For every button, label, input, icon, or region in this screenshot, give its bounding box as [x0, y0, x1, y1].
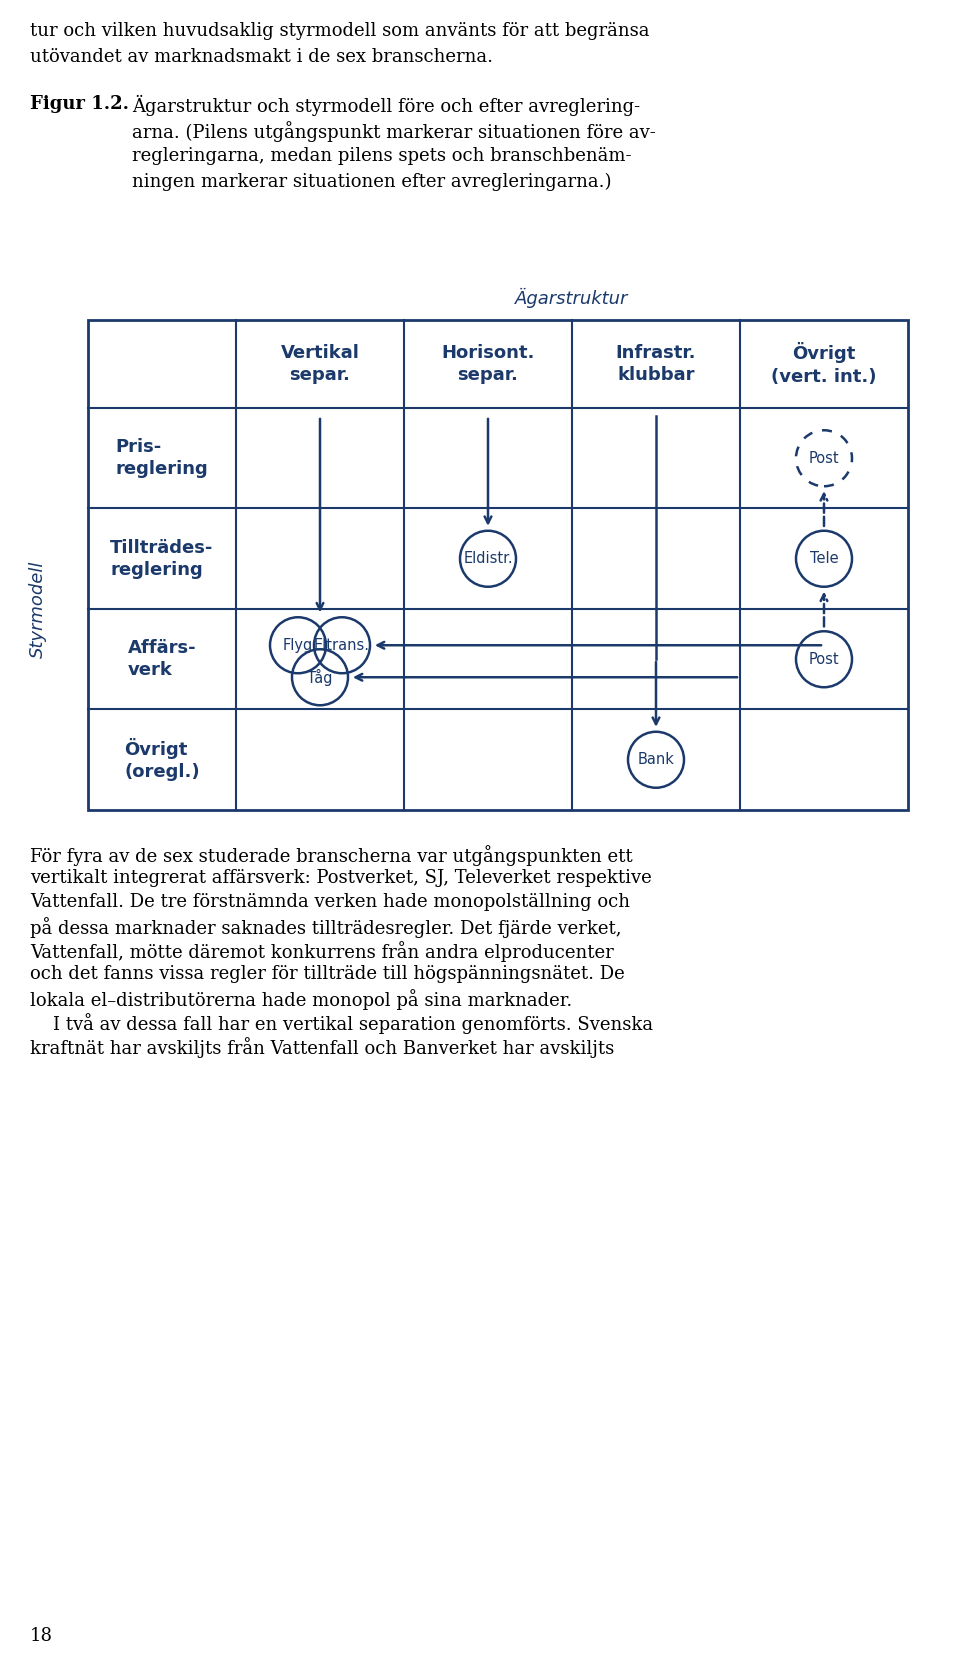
Text: Ägarstruktur: Ägarstruktur — [516, 289, 629, 309]
Text: Vattenfall. De tre förstnämnda verken hade monopolställning och: Vattenfall. De tre förstnämnda verken ha… — [30, 893, 630, 911]
Text: Tåg: Tåg — [307, 669, 333, 686]
Text: Flyg: Flyg — [283, 638, 313, 653]
Text: och det fanns vissa regler för tillträde till högspänningsnätet. De: och det fanns vissa regler för tillträde… — [30, 965, 625, 983]
Text: Ägarstruktur och styrmodell före och efter avreglering-: Ägarstruktur och styrmodell före och eft… — [132, 95, 640, 117]
Text: Infrastr.
klubbar: Infrastr. klubbar — [615, 344, 696, 384]
Text: För fyra av de sex studerade branscherna var utgångspunkten ett: För fyra av de sex studerade branscherna… — [30, 845, 633, 866]
Text: 18: 18 — [30, 1627, 53, 1646]
Text: regleringarna, medan pilens spets och branschbenäm-: regleringarna, medan pilens spets och br… — [132, 147, 632, 165]
Text: Eltrans.: Eltrans. — [314, 638, 370, 653]
Text: Vattenfall, mötte däremot konkurrens från andra elproducenter: Vattenfall, mötte däremot konkurrens frå… — [30, 941, 613, 961]
Text: I två av dessa fall har en vertikal separation genomförts. Svenska: I två av dessa fall har en vertikal sepa… — [30, 1013, 653, 1035]
Text: lokala el–distributörerna hade monopol på sina marknader.: lokala el–distributörerna hade monopol p… — [30, 990, 572, 1010]
Text: Övrigt
(vert. int.): Övrigt (vert. int.) — [771, 342, 876, 386]
Bar — [88, 320, 908, 809]
Text: Tillträdes-
reglering: Tillträdes- reglering — [110, 539, 214, 579]
Text: Övrigt
(oregl.): Övrigt (oregl.) — [124, 738, 200, 781]
Text: Post: Post — [808, 653, 839, 666]
Text: Pris-
reglering: Pris- reglering — [115, 439, 208, 479]
Text: Styrmodell: Styrmodell — [29, 561, 47, 658]
Text: Horisont.
separ.: Horisont. separ. — [442, 344, 535, 384]
Text: Affärs-
verk: Affärs- verk — [128, 639, 196, 679]
Text: Tele: Tele — [809, 551, 838, 566]
Text: utövandet av marknadsmakt i de sex branscherna.: utövandet av marknadsmakt i de sex brans… — [30, 48, 493, 67]
Text: på dessa marknader saknades tillträdesregler. Det fjärde verket,: på dessa marknader saknades tillträdesre… — [30, 916, 621, 938]
Text: kraftnät har avskiljts från Vattenfall och Banverket har avskiljts: kraftnät har avskiljts från Vattenfall o… — [30, 1036, 614, 1058]
Text: ningen markerar situationen efter avregleringarna.): ningen markerar situationen efter avregl… — [132, 174, 612, 192]
Text: Eldistr.: Eldistr. — [463, 551, 513, 566]
Text: tur och vilken huvudsaklig styrmodell som använts för att begränsa: tur och vilken huvudsaklig styrmodell so… — [30, 22, 650, 40]
Text: Figur 1.2.: Figur 1.2. — [30, 95, 129, 113]
Text: Bank: Bank — [637, 753, 675, 768]
Text: Post: Post — [808, 451, 839, 466]
Text: arna. (Pilens utgångspunkt markerar situationen före av-: arna. (Pilens utgångspunkt markerar situ… — [132, 120, 656, 142]
Text: Vertikal
separ.: Vertikal separ. — [280, 344, 359, 384]
Text: vertikalt integrerat affärsverk: Postverket, SJ, Televerket respektive: vertikalt integrerat affärsverk: Postver… — [30, 870, 652, 886]
